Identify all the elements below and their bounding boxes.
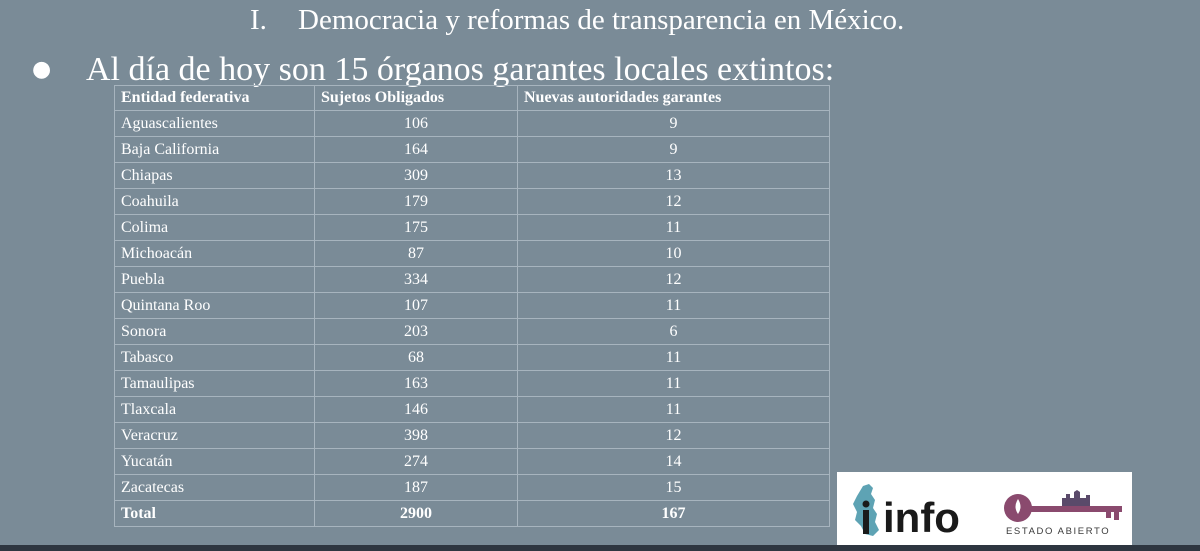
- cell-autoridades: 11: [518, 371, 830, 397]
- cell-autoridades: 12: [518, 267, 830, 293]
- cell-sujetos: 163: [315, 371, 518, 397]
- table-row: Sonora 203 6: [115, 319, 830, 345]
- cell-sujetos: 187: [315, 475, 518, 501]
- cell-entidad: Tamaulipas: [115, 371, 315, 397]
- table-row: Zacatecas 187 15: [115, 475, 830, 501]
- cell-autoridades: 11: [518, 293, 830, 319]
- heading-title: Democracia y reformas de transparencia e…: [298, 4, 904, 36]
- cell-autoridades: 11: [518, 215, 830, 241]
- cell-entidad: Colima: [115, 215, 315, 241]
- cell-autoridades: 12: [518, 423, 830, 449]
- cell-autoridades: 10: [518, 241, 830, 267]
- cell-sujetos: 274: [315, 449, 518, 475]
- cell-sujetos: 68: [315, 345, 518, 371]
- key-tooth-icon: [1106, 512, 1111, 518]
- bullet-point: ● Al día de hoy son 15 órganos garantes l…: [32, 50, 834, 90]
- cell-sujetos: 164: [315, 137, 518, 163]
- cell-entidad: Yucatán: [115, 449, 315, 475]
- cell-sujetos: 107: [315, 293, 518, 319]
- table-total-row: Total 2900 167: [115, 501, 830, 527]
- cell-entidad: Tlaxcala: [115, 397, 315, 423]
- cell-entidad: Sonora: [115, 319, 315, 345]
- cell-sujetos: 87: [315, 241, 518, 267]
- cell-autoridades: 15: [518, 475, 830, 501]
- column-header-sujetos: Sujetos Obligados: [315, 86, 518, 111]
- cell-sujetos: 106: [315, 111, 518, 137]
- cell-autoridades: 13: [518, 163, 830, 189]
- cell-sujetos: 309: [315, 163, 518, 189]
- cell-entidad: Chiapas: [115, 163, 315, 189]
- total-autoridades: 167: [518, 501, 830, 527]
- info-i-dot-icon: [863, 501, 870, 508]
- cell-sujetos: 398: [315, 423, 518, 449]
- cell-autoridades: 9: [518, 111, 830, 137]
- cell-entidad: Aguascalientes: [115, 111, 315, 137]
- table-row: Tabasco 68 11: [115, 345, 830, 371]
- cell-entidad: Tabasco: [115, 345, 315, 371]
- key-tooth-icon: [1114, 512, 1119, 520]
- table-row: Veracruz 398 12: [115, 423, 830, 449]
- table-row: Tamaulipas 163 11: [115, 371, 830, 397]
- cell-entidad: Zacatecas: [115, 475, 315, 501]
- column-header-entidad: Entidad federativa: [115, 86, 315, 111]
- cell-sujetos: 146: [315, 397, 518, 423]
- cell-autoridades: 11: [518, 397, 830, 423]
- cell-sujetos: 203: [315, 319, 518, 345]
- bottom-bar: [0, 545, 1200, 551]
- cell-autoridades: 14: [518, 449, 830, 475]
- column-header-autoridades: Nuevas autoridades garantes: [518, 86, 830, 111]
- heading-numeral: I.: [250, 2, 298, 38]
- table-row: Baja California 164 9: [115, 137, 830, 163]
- table-row: Coahuila 179 12: [115, 189, 830, 215]
- table-row: Tlaxcala 146 11: [115, 397, 830, 423]
- cell-entidad: Puebla: [115, 267, 315, 293]
- table-row: Colima 175 11: [115, 215, 830, 241]
- cell-sujetos: 175: [315, 215, 518, 241]
- cell-autoridades: 6: [518, 319, 830, 345]
- cell-entidad: Coahuila: [115, 189, 315, 215]
- table-body: Aguascalientes 106 9 Baja California 164 9 Chi…: [115, 111, 830, 527]
- key-shaft-icon: [1030, 506, 1122, 512]
- cell-sujetos: 179: [315, 189, 518, 215]
- cell-entidad: Michoacán: [115, 241, 315, 267]
- estado-abierto-text: ESTADO ABIERTO: [1006, 526, 1110, 537]
- cell-entidad: Quintana Roo: [115, 293, 315, 319]
- cell-autoridades: 9: [518, 137, 830, 163]
- cell-entidad: Baja California: [115, 137, 315, 163]
- slide-heading: I. Democracia y reformas de transparencia…: [250, 2, 904, 38]
- table-row: Aguascalientes 106 9: [115, 111, 830, 137]
- info-i-stem-icon: [863, 510, 869, 534]
- organos-table: Entidad federativa Sujetos Obligados Nue…: [114, 85, 830, 527]
- info-logo-text: info: [883, 494, 960, 540]
- total-sujetos: 2900: [315, 501, 518, 527]
- table-row: Quintana Roo 107 11: [115, 293, 830, 319]
- estado-abierto-logo: ESTADO ABIERTO: [1002, 486, 1127, 542]
- table-row: Puebla 334 12: [115, 267, 830, 293]
- cell-sujetos: 334: [315, 267, 518, 293]
- bullet-icon: ●: [32, 50, 86, 90]
- table-row: Chiapas 309 13: [115, 163, 830, 189]
- cell-autoridades: 12: [518, 189, 830, 215]
- table-header-row: Entidad federativa Sujetos Obligados Nue…: [115, 86, 830, 111]
- cell-entidad: Veracruz: [115, 423, 315, 449]
- logos-panel: info ESTADO ABIERTO: [837, 472, 1132, 545]
- bullet-text: Al día de hoy son 15 órganos garantes lo…: [86, 51, 834, 88]
- table-row: Michoacán 87 10: [115, 241, 830, 267]
- table-row: Yucatán 274 14: [115, 449, 830, 475]
- cell-autoridades: 11: [518, 345, 830, 371]
- skyline-icon: [1062, 490, 1090, 506]
- info-logo: info: [845, 480, 985, 540]
- total-label: Total: [115, 501, 315, 527]
